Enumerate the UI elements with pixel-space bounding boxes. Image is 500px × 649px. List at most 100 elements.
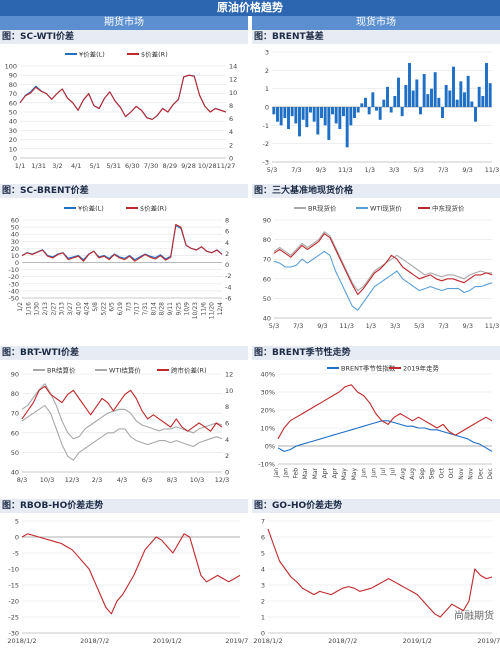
- chart-rbob-ho: -30 -25 -20 -15 -10 -5 0 5 2018/1/2 2018/7/2 2019/…: [7, 518, 248, 646]
- x-tick-label: 12/3: [215, 476, 230, 484]
- x-tick-label: 8/3: [17, 476, 27, 484]
- basis-bar: [386, 86, 389, 107]
- basis-bar: [309, 107, 312, 113]
- y-tick-label: -10: [8, 566, 19, 574]
- basis-bar: [283, 107, 287, 118]
- x-tick-label: Dec: [487, 468, 494, 480]
- y-tick-label: -50: [8, 295, 19, 303]
- x-tick-label: 2018/1/2: [7, 637, 36, 645]
- y-tick-label: -3: [263, 159, 269, 167]
- x-tick-label: Oct: [438, 467, 445, 478]
- series-line-1: [277, 420, 493, 452]
- x-tick-label: Oct: [448, 467, 455, 478]
- basis-bar: [455, 99, 459, 107]
- x-tick-label: 10/3: [190, 476, 205, 484]
- basis-bar: [334, 107, 338, 124]
- series-line-2: [273, 250, 493, 311]
- y-tick-label: 2: [261, 598, 265, 606]
- x-tick-label: Sep: [419, 468, 426, 480]
- x-tick-label: 7/3: [291, 166, 301, 174]
- basis-bar: [345, 107, 349, 148]
- y-tick-label: -30: [8, 630, 19, 638]
- x-tick-label: 2018/7/2: [328, 637, 357, 645]
- y-tick-label: -20: [8, 598, 19, 606]
- legend-label: 中东现货价: [432, 204, 465, 213]
- basis-bar: [444, 85, 448, 107]
- y-tick-label: 3: [261, 582, 265, 590]
- x-tick-label: 1/31: [31, 162, 46, 170]
- x-tick-label: Apr: [322, 467, 329, 478]
- section-spot: 现货市场: [252, 16, 500, 30]
- basis-bar: [279, 107, 283, 126]
- panel-title-go-ho: 图：GO-HO价差走势: [252, 499, 500, 513]
- x-tick-label: 8/14: [150, 302, 157, 316]
- y-right-tick-label: 4: [225, 239, 229, 247]
- x-tick-label: May: [351, 468, 358, 481]
- y-right-tick-label: 10: [229, 89, 237, 97]
- y-tick-label: 60: [263, 275, 271, 283]
- y-right-tick-label: 0: [225, 469, 229, 477]
- series-line-1: [21, 383, 223, 440]
- x-tick-label: 6/5: [109, 302, 116, 312]
- x-tick-label: Aug: [399, 468, 406, 480]
- x-tick-label: 6/30: [125, 162, 140, 170]
- panel-title-brent-seasonal: 图：BRENT季节性走势: [252, 346, 500, 360]
- panel-title-brent-basis: 图：BRENT基差: [252, 30, 500, 44]
- x-tick-label: 12/4: [217, 302, 224, 316]
- y-right-tick-label: 10: [225, 387, 233, 395]
- basis-bar: [463, 92, 466, 107]
- panel-title-sc-wti: 图：SC-WTI价差: [0, 30, 248, 44]
- series-line-1: [267, 528, 493, 618]
- x-tick-label: 3/27: [67, 302, 74, 316]
- legend-label: 跨市价差(R): [171, 366, 207, 375]
- x-tick-label: 7/3: [293, 322, 303, 330]
- y-tick-label: 3: [265, 49, 269, 57]
- legend-label: $价差(R): [141, 50, 168, 59]
- y-tick-label: 60: [11, 429, 19, 437]
- x-tick-label: 2/3: [92, 476, 102, 484]
- y-tick-label: 70: [263, 256, 271, 264]
- y-right-tick-label: 4: [229, 128, 233, 136]
- y-tick-label: 2: [265, 67, 269, 75]
- x-tick-label: 3/3: [389, 166, 399, 174]
- y-tick-label: 40: [263, 315, 271, 323]
- x-tick-label: Nov: [458, 468, 465, 480]
- chart-brent-seasonal: -10%0%10%20%30%40%Jan Jan Feb Mar Mar Apr Apr M…: [258, 364, 494, 481]
- y-tick-label: 10: [9, 145, 17, 153]
- x-tick-label: Nov: [468, 468, 475, 480]
- basis-bar: [488, 83, 492, 107]
- x-tick-label: 7/17: [134, 302, 141, 316]
- x-tick-label: 8/3: [167, 476, 177, 484]
- y-tick-label: 1: [261, 614, 265, 622]
- x-tick-label: 9/11: [167, 302, 174, 316]
- basis-bar: [404, 85, 408, 107]
- basis-bar: [397, 77, 400, 107]
- y-right-tick-label: 2: [229, 141, 233, 149]
- y-right-tick-label: 4: [225, 436, 229, 444]
- x-tick-label: Jul: [390, 468, 397, 477]
- basis-bar: [459, 81, 463, 107]
- x-tick-label: 5/3: [269, 322, 279, 330]
- y-right-tick-label: -6: [225, 295, 231, 303]
- x-tick-label: 5/3: [267, 166, 277, 174]
- x-tick-label: 7/30: [144, 162, 159, 170]
- y-right-tick-label: 12: [225, 371, 233, 379]
- x-tick-label: 11/20: [209, 302, 216, 319]
- x-tick-label: 7/3: [438, 166, 448, 174]
- x-tick-label: 2018/1/2: [253, 637, 282, 645]
- x-tick-label: 11/27: [217, 162, 236, 170]
- basis-bar: [437, 97, 441, 107]
- x-tick-label: Jan: [273, 468, 280, 478]
- chart-brt-wti: 40 50 60 70 80 90 0 2 4 6 8 10 12 8/3 10/3 12/3 2/3 4/3 6/…: [11, 366, 234, 485]
- x-tick-label: Dec: [477, 468, 484, 480]
- legend-label: ¥价差(L): [79, 50, 105, 59]
- x-tick-label: 11/3: [339, 322, 354, 330]
- basis-bar: [422, 74, 426, 107]
- y-tick-label: 0: [13, 155, 17, 163]
- x-tick-label: 6/19: [117, 302, 124, 316]
- y-tick-label: 20%: [261, 407, 275, 415]
- y-tick-label: -15: [8, 582, 19, 590]
- basis-bar: [290, 107, 294, 117]
- x-tick-label: 5/3: [413, 166, 423, 174]
- y-tick-label: -1: [263, 122, 269, 130]
